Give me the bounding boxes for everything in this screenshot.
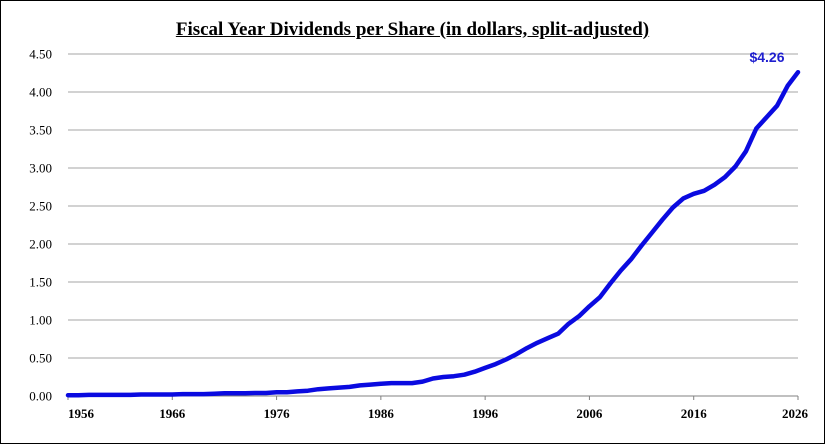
y-tick-label: 4.50	[29, 47, 52, 62]
y-tick-label: 1.50	[29, 275, 52, 290]
y-tick-label: 0.00	[29, 389, 52, 404]
x-tick-label: 2006	[576, 406, 603, 421]
grid-lines	[68, 53, 798, 359]
x-tick-label: 2026	[782, 406, 809, 421]
y-tick-label: 0.50	[29, 351, 52, 366]
x-tick-label: 1986	[368, 406, 395, 421]
y-tick-label: 2.00	[29, 237, 52, 252]
x-tick-label: 1966	[159, 406, 186, 421]
y-tick-label: 3.50	[29, 123, 52, 138]
y-tick-label: 3.00	[29, 161, 52, 176]
y-tick-label: 2.50	[29, 199, 52, 214]
x-axis-ticks: 1956 1966 1976 1986 1996 2006 2016 2026	[67, 396, 809, 421]
x-tick-label: 1956	[68, 406, 95, 421]
x-tick-label: 1996	[472, 406, 499, 421]
chart-title: Fiscal Year Dividends per Share (in doll…	[175, 19, 650, 40]
dividend-series-line	[65, 69, 801, 398]
y-tick-label: 4.00	[29, 85, 52, 100]
y-tick-label: 1.00	[29, 313, 52, 328]
x-tick-label: 1976	[264, 406, 291, 421]
latest-value-label: $4.26	[749, 49, 784, 65]
x-tick-label: 2016	[681, 406, 708, 421]
y-axis-ticks: 0.00 0.50 1.00 1.50 2.00 2.50 3.00 3.50 4.00 4.50	[29, 47, 52, 404]
